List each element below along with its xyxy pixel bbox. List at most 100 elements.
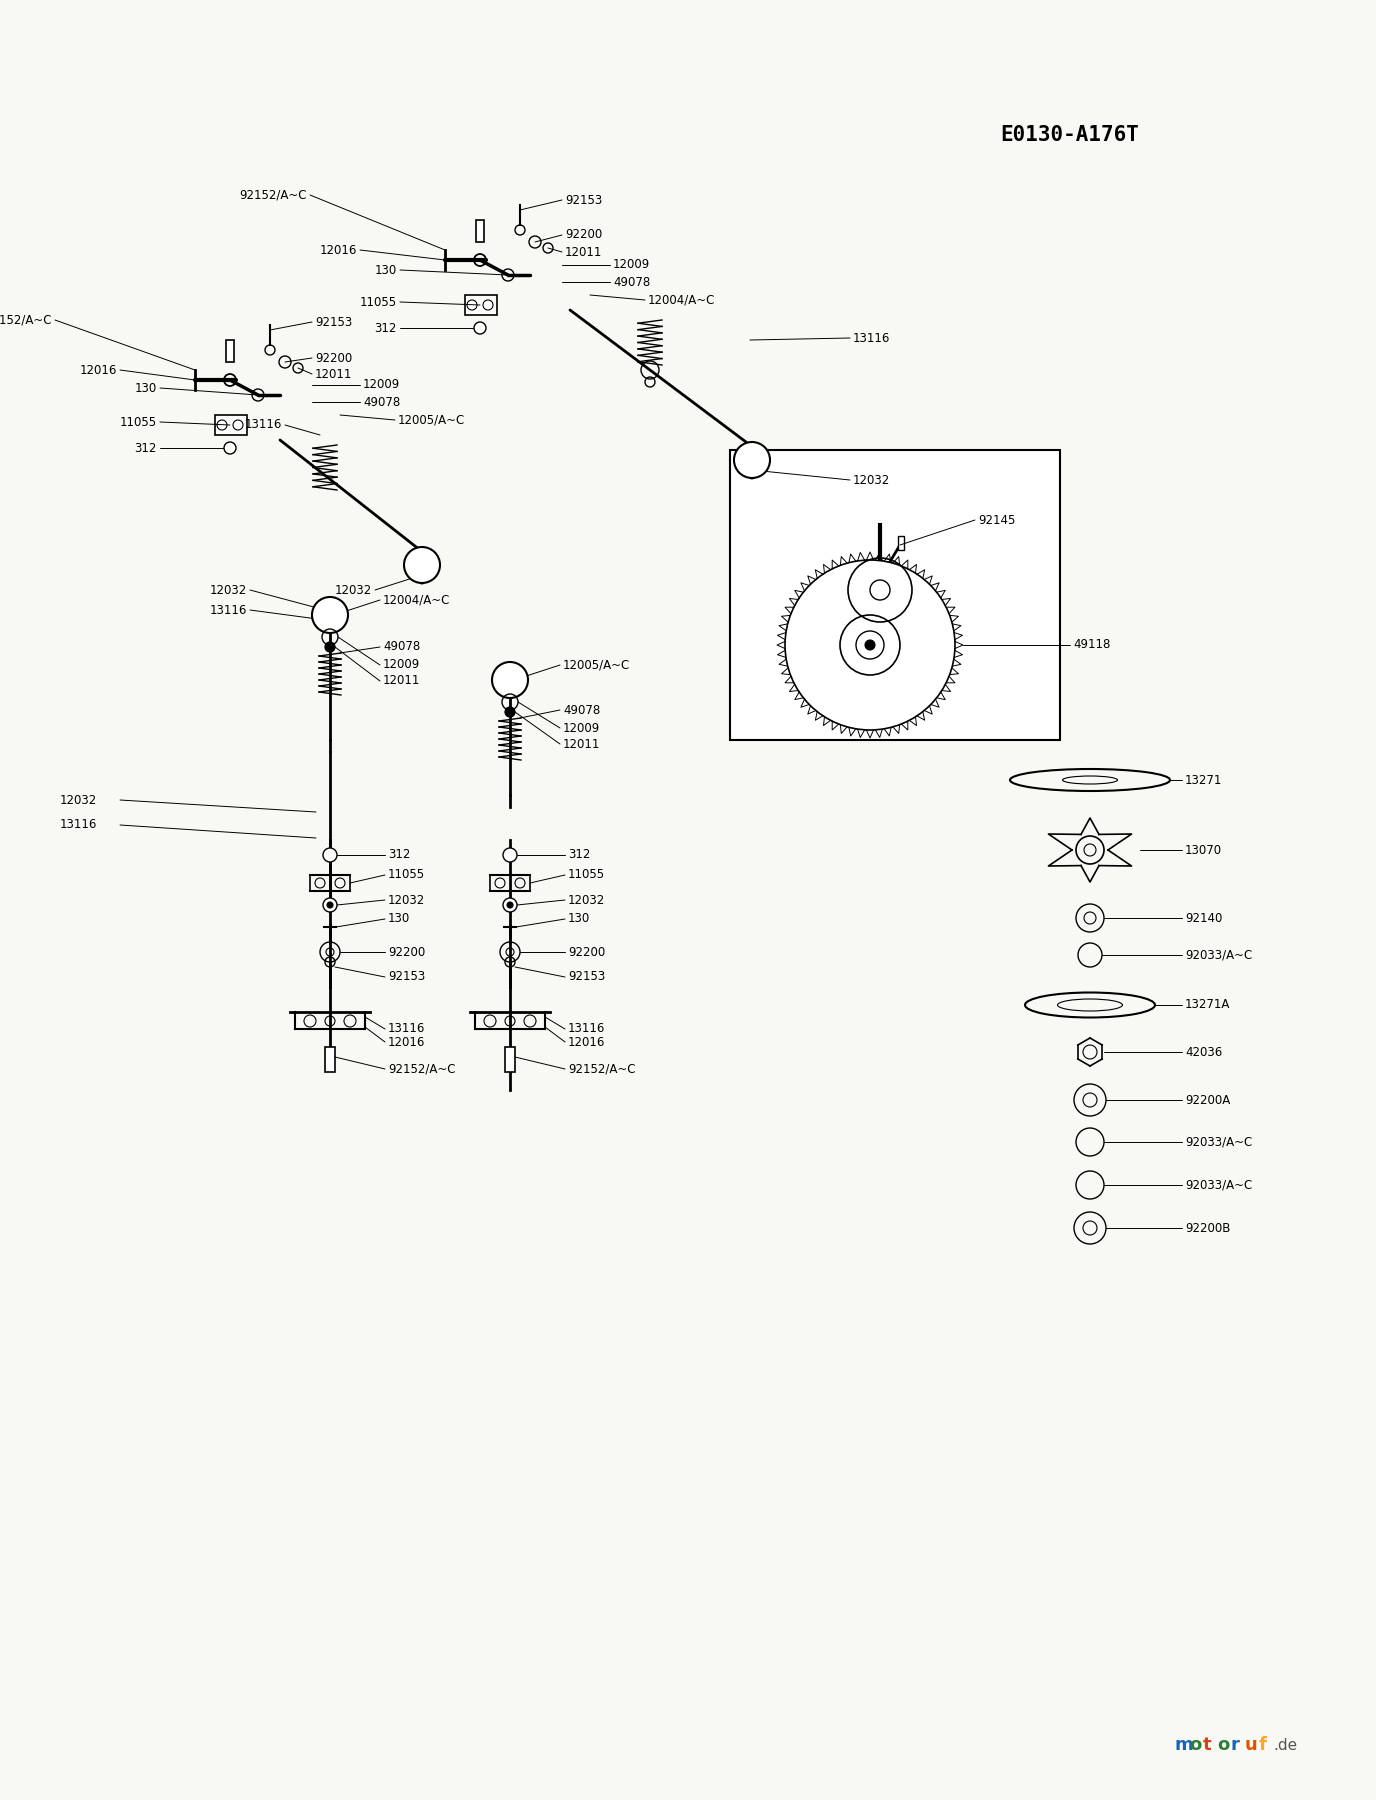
- Circle shape: [323, 848, 337, 862]
- Text: 92200: 92200: [566, 229, 603, 241]
- Text: 130: 130: [374, 263, 398, 277]
- Bar: [465, 295, 497, 315]
- Text: 92145: 92145: [978, 513, 1015, 526]
- Circle shape: [325, 643, 334, 652]
- Circle shape: [312, 598, 348, 634]
- Text: 92200B: 92200B: [1185, 1222, 1230, 1235]
- Text: 12009: 12009: [383, 659, 420, 671]
- Text: 13271A: 13271A: [1185, 999, 1230, 1012]
- Text: 92152/A~C: 92152/A~C: [0, 313, 52, 326]
- Text: 13116: 13116: [853, 331, 890, 344]
- Text: 11055: 11055: [120, 416, 157, 428]
- Bar: [325, 1048, 334, 1073]
- Text: 12032: 12032: [388, 893, 425, 907]
- Text: 11055: 11055: [568, 869, 605, 882]
- Text: 12011: 12011: [383, 675, 421, 688]
- Text: 13116: 13116: [568, 1022, 605, 1035]
- Circle shape: [784, 560, 955, 731]
- Text: 12005/A~C: 12005/A~C: [398, 414, 465, 427]
- Circle shape: [323, 898, 337, 913]
- Text: 130: 130: [568, 913, 590, 925]
- Text: 12011: 12011: [566, 245, 603, 259]
- Text: 13116: 13116: [61, 819, 98, 832]
- Text: 49078: 49078: [563, 704, 600, 716]
- Text: 49078: 49078: [363, 396, 400, 409]
- Text: 312: 312: [388, 848, 410, 862]
- Bar: [731, 450, 1060, 740]
- Circle shape: [224, 443, 237, 454]
- Circle shape: [405, 547, 440, 583]
- Text: 12032: 12032: [853, 473, 890, 486]
- Text: 12005/A~C: 12005/A~C: [563, 659, 630, 671]
- Text: f: f: [1259, 1735, 1267, 1753]
- Text: 12016: 12016: [80, 364, 117, 376]
- Text: 12009: 12009: [363, 378, 400, 392]
- Text: 13070: 13070: [1185, 844, 1222, 857]
- Text: 92200: 92200: [388, 945, 425, 958]
- Text: 92033/A~C: 92033/A~C: [1185, 949, 1252, 961]
- Text: .de: .de: [1273, 1737, 1298, 1753]
- Circle shape: [504, 898, 517, 913]
- Text: 92200: 92200: [315, 351, 352, 364]
- Text: 312: 312: [568, 848, 590, 862]
- Text: 49078: 49078: [612, 275, 651, 288]
- Text: 92200: 92200: [568, 945, 605, 958]
- Text: 12009: 12009: [612, 259, 651, 272]
- Circle shape: [506, 902, 513, 907]
- Text: 92153: 92153: [388, 970, 425, 983]
- Text: 312: 312: [135, 441, 157, 454]
- Text: u: u: [1245, 1735, 1258, 1753]
- Text: 12032: 12032: [61, 794, 98, 806]
- Circle shape: [327, 902, 333, 907]
- Text: 92153: 92153: [315, 315, 352, 328]
- Text: 92152/A~C: 92152/A~C: [568, 1062, 636, 1075]
- Bar: [476, 220, 484, 241]
- Bar: [505, 1048, 515, 1073]
- Text: 12016: 12016: [568, 1035, 605, 1048]
- Text: 13116: 13116: [209, 603, 248, 616]
- Text: t: t: [1203, 1735, 1212, 1753]
- Text: 12004/A~C: 12004/A~C: [383, 594, 450, 607]
- Text: o: o: [1189, 1735, 1201, 1753]
- Text: 49078: 49078: [383, 641, 420, 653]
- Text: 13271: 13271: [1185, 774, 1222, 787]
- Circle shape: [866, 641, 875, 650]
- Text: 12011: 12011: [563, 738, 600, 751]
- Text: 42036: 42036: [1185, 1046, 1222, 1058]
- Text: 130: 130: [135, 382, 157, 394]
- Text: 92033/A~C: 92033/A~C: [1185, 1179, 1252, 1192]
- Circle shape: [493, 662, 528, 698]
- Text: r: r: [1232, 1735, 1240, 1753]
- Text: 92152/A~C: 92152/A~C: [239, 189, 307, 202]
- Circle shape: [733, 443, 771, 479]
- Text: 92152/A~C: 92152/A~C: [388, 1062, 455, 1075]
- Text: 13116: 13116: [388, 1022, 425, 1035]
- Circle shape: [504, 848, 517, 862]
- Text: 92140: 92140: [1185, 911, 1222, 925]
- Text: 12011: 12011: [315, 367, 352, 380]
- Text: m: m: [1175, 1735, 1194, 1753]
- Circle shape: [505, 707, 515, 716]
- Bar: [899, 536, 904, 551]
- Text: 92153: 92153: [566, 194, 603, 207]
- Text: 11055: 11055: [361, 295, 398, 308]
- Text: 312: 312: [374, 322, 398, 335]
- Text: o: o: [1216, 1735, 1229, 1753]
- Text: 11055: 11055: [388, 869, 425, 882]
- Text: 13116: 13116: [245, 419, 282, 432]
- Text: 12004/A~C: 12004/A~C: [648, 293, 716, 306]
- Text: 12009: 12009: [563, 722, 600, 734]
- Bar: [226, 340, 234, 362]
- Text: 92033/A~C: 92033/A~C: [1185, 1136, 1252, 1148]
- Text: E0130-A176T: E0130-A176T: [1000, 124, 1139, 146]
- Bar: [215, 416, 248, 436]
- Text: 12016: 12016: [388, 1035, 425, 1048]
- Text: 92200A: 92200A: [1185, 1093, 1230, 1107]
- Text: 12032: 12032: [568, 893, 605, 907]
- Text: 12016: 12016: [319, 243, 356, 256]
- Text: 92153: 92153: [568, 970, 605, 983]
- Text: 130: 130: [388, 913, 410, 925]
- Text: 49118: 49118: [1073, 639, 1110, 652]
- Text: 12032: 12032: [334, 583, 372, 596]
- Circle shape: [473, 322, 486, 335]
